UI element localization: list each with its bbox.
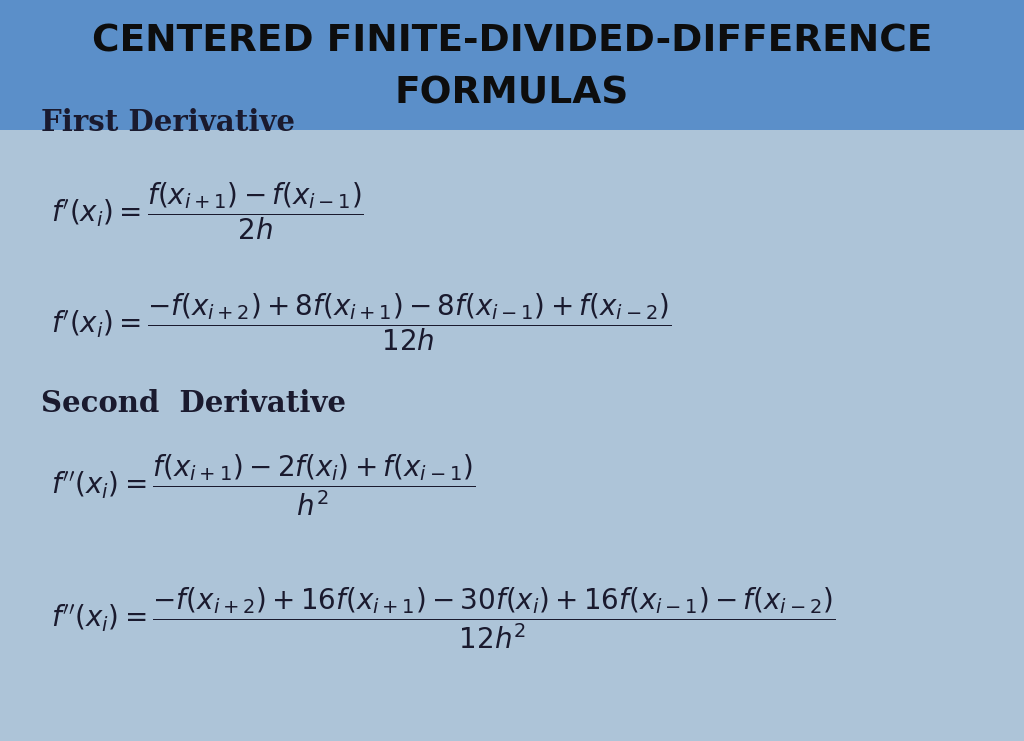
Text: First Derivative: First Derivative — [41, 107, 295, 137]
Text: FORMULAS: FORMULAS — [395, 76, 629, 111]
FancyBboxPatch shape — [0, 0, 1024, 130]
Text: Second  Derivative: Second Derivative — [41, 389, 346, 419]
Text: CENTERED FINITE-DIVIDED-DIFFERENCE: CENTERED FINITE-DIVIDED-DIFFERENCE — [92, 24, 932, 59]
Text: $f''(x_i) = \dfrac{-f(x_{i+2})+16f(x_{i+1})-30f(x_i)+16f(x_{i-1})-f(x_{i-2})}{12: $f''(x_i) = \dfrac{-f(x_{i+2})+16f(x_{i+… — [51, 586, 836, 651]
Text: $f''(x_i) = \dfrac{f(x_{i+1})-2f(x_i)+f(x_{i-1})}{h^2}$: $f''(x_i) = \dfrac{f(x_{i+1})-2f(x_i)+f(… — [51, 453, 475, 518]
Text: $f'(x_i) = \dfrac{f(x_{i+1})-f(x_{i-1})}{2h}$: $f'(x_i) = \dfrac{f(x_{i+1})-f(x_{i-1})}… — [51, 181, 365, 242]
Text: $f'(x_i) = \dfrac{-f(x_{i+2})+8f(x_{i+1})-8f(x_{i-1})+f(x_{i-2})}{12h}$: $f'(x_i) = \dfrac{-f(x_{i+2})+8f(x_{i+1}… — [51, 292, 672, 353]
